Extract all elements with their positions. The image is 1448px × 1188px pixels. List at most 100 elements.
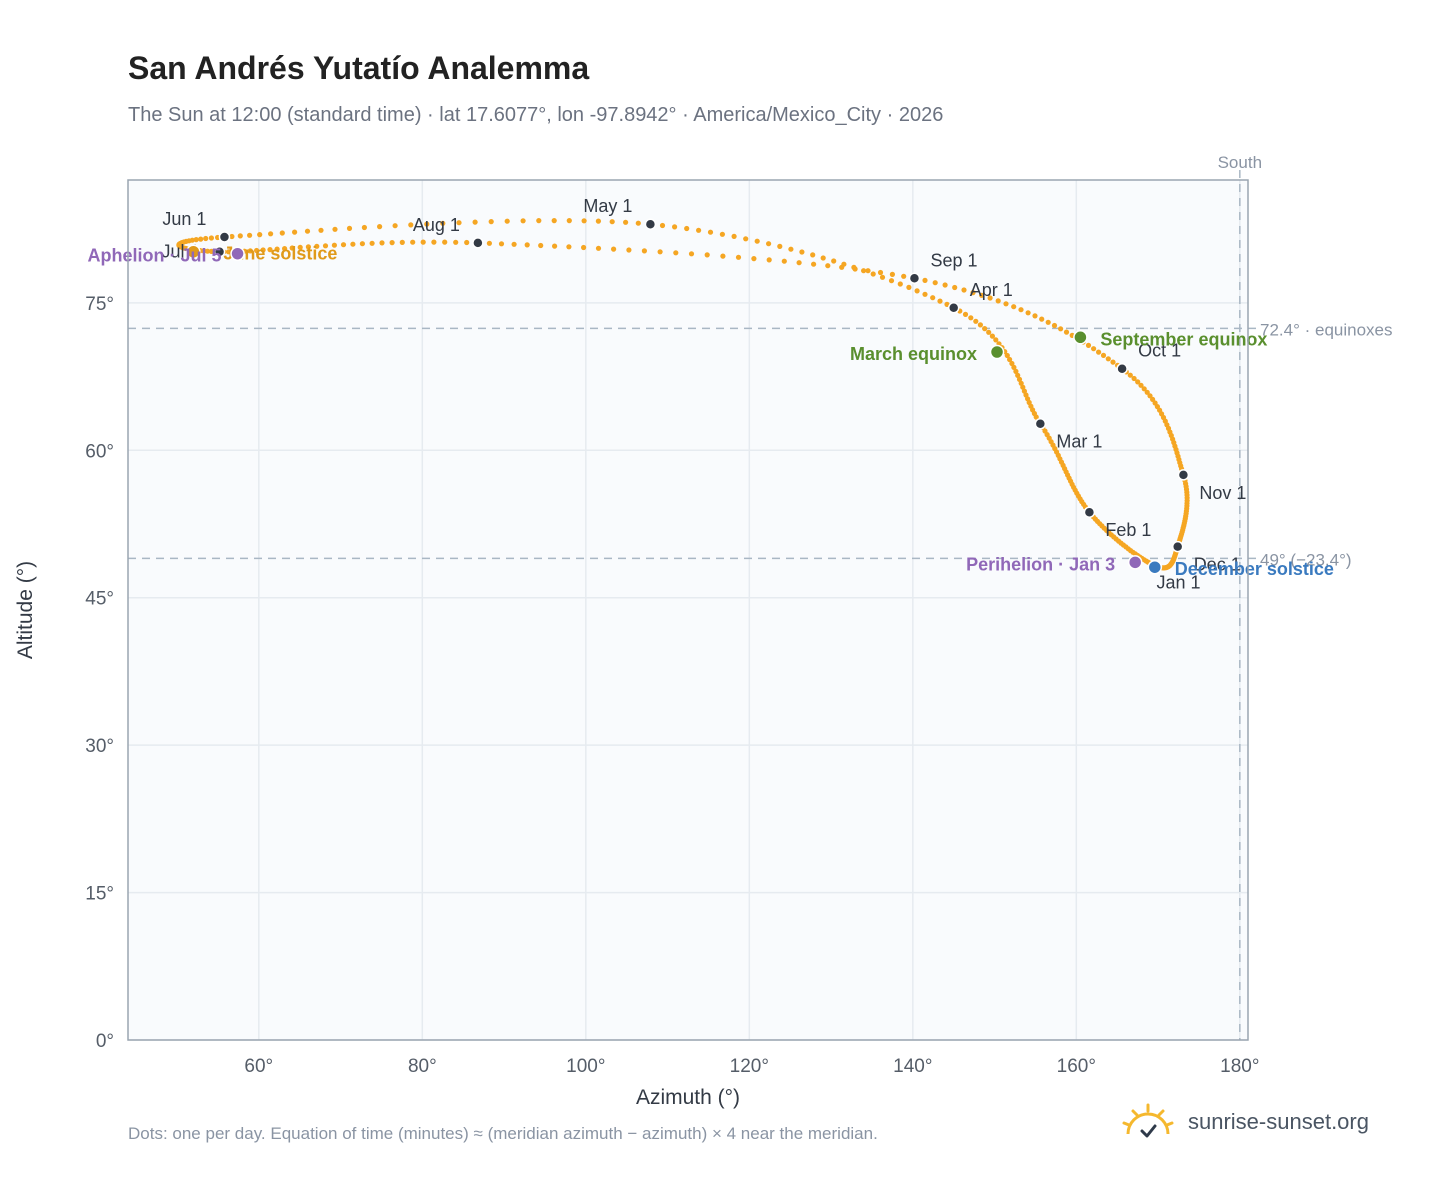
daily-dot — [314, 243, 320, 249]
daily-dot — [922, 291, 928, 297]
daily-dot — [942, 282, 948, 288]
daily-dot — [888, 278, 895, 284]
plot-area — [128, 180, 1248, 1040]
month-marker — [644, 218, 657, 230]
daily-dot — [1039, 316, 1045, 322]
daily-dot — [424, 221, 430, 227]
daily-dot — [897, 281, 903, 287]
daily-dot — [431, 239, 437, 245]
daily-dot — [914, 288, 920, 294]
daily-dot — [1018, 380, 1024, 386]
daily-dot — [796, 260, 802, 266]
daily-dot — [696, 227, 702, 233]
daily-dot — [731, 233, 737, 239]
chart-subtitle: The Sun at 12:00 (standard time) · lat 1… — [128, 104, 944, 126]
event-label: December solstice — [1175, 559, 1334, 579]
daily-dot — [524, 242, 530, 248]
daily-dot — [442, 239, 448, 245]
daily-dot — [204, 248, 211, 254]
daily-dot — [1032, 313, 1038, 319]
daily-dot — [688, 251, 695, 257]
daily-dot — [1127, 372, 1133, 378]
daily-dot — [1091, 346, 1097, 352]
daily-dot — [766, 257, 772, 263]
month-label: Aug 1 — [413, 215, 460, 235]
daily-dot — [268, 231, 274, 237]
daily-dot — [973, 318, 979, 324]
month-marker — [1171, 540, 1184, 553]
daily-dot — [781, 258, 787, 264]
daily-dot — [193, 237, 199, 243]
daily-dot — [322, 243, 329, 249]
daily-dot — [377, 224, 383, 230]
daily-dot — [979, 292, 985, 298]
daily-dot — [777, 243, 783, 249]
daily-dot — [901, 273, 907, 279]
daily-dot — [1009, 360, 1015, 367]
daily-dot — [201, 248, 207, 254]
month-label: Oct 1 — [1138, 341, 1181, 361]
daily-dot — [389, 240, 395, 246]
daily-dot — [820, 255, 826, 261]
daily-dot — [635, 220, 641, 226]
daily-dot — [1110, 359, 1116, 365]
daily-dot — [799, 249, 805, 255]
y-tick-label: 75° — [85, 294, 114, 315]
daily-dot — [1096, 349, 1102, 355]
footnote: Dots: one per day. Equation of time (min… — [128, 1124, 878, 1143]
daily-dot — [267, 247, 273, 253]
x-tick-label: 60° — [244, 1056, 273, 1077]
daily-dot — [1131, 375, 1137, 382]
brand[interactable]: sunrise-sunset.org — [1120, 1102, 1369, 1142]
daily-dot — [1135, 379, 1141, 385]
daily-dot — [1003, 301, 1009, 307]
daily-dot — [453, 239, 459, 245]
month-marker — [472, 237, 484, 249]
daily-dot — [260, 247, 266, 253]
daily-dot — [657, 249, 663, 255]
reference-line-label: 49° (−23.4°) — [1260, 550, 1352, 569]
y-axis-label: Altitude (°) — [14, 561, 37, 659]
daily-dot — [520, 218, 526, 224]
daily-dot — [488, 219, 494, 225]
daily-dot — [719, 231, 726, 237]
daily-dot — [1011, 364, 1017, 370]
x-axis-label: Azimuth (°) — [636, 1086, 740, 1109]
daily-dot — [408, 222, 414, 228]
daily-dot — [961, 287, 967, 293]
daily-dot — [225, 249, 232, 255]
month-label: Mar 1 — [1056, 432, 1102, 452]
y-tick-label: 60° — [85, 441, 114, 462]
daily-dot — [318, 227, 324, 233]
daily-dot — [962, 311, 969, 317]
daily-dot — [952, 284, 958, 291]
daily-dot — [879, 274, 886, 280]
month-label: Feb 1 — [1105, 520, 1151, 540]
daily-dot — [825, 263, 831, 269]
daily-dot — [331, 242, 337, 248]
daily-dot — [1138, 382, 1144, 388]
daily-dot — [566, 244, 572, 250]
daily-dot — [937, 298, 943, 304]
event-marker — [1127, 555, 1143, 570]
month-marker — [1083, 506, 1096, 518]
daily-dot — [968, 315, 974, 321]
daily-dot — [456, 220, 462, 226]
brand-name: sunrise-sunset.org — [1188, 1109, 1369, 1134]
daily-dot — [229, 233, 235, 240]
daily-dot — [704, 252, 710, 258]
month-label: May 1 — [583, 196, 632, 216]
daily-dot — [1100, 352, 1107, 358]
event-marker — [1073, 330, 1088, 345]
daily-dot — [1147, 393, 1153, 399]
daily-dot — [641, 248, 648, 254]
y-tick-label: 30° — [85, 736, 114, 757]
daily-dot — [282, 246, 288, 252]
daily-dot — [720, 253, 726, 259]
daily-dot — [993, 337, 999, 343]
daily-dot — [1141, 386, 1147, 392]
reference-line-label: 72.4° · equinoxes — [1260, 320, 1393, 339]
daily-dot — [340, 242, 347, 248]
daily-dot — [198, 236, 204, 242]
